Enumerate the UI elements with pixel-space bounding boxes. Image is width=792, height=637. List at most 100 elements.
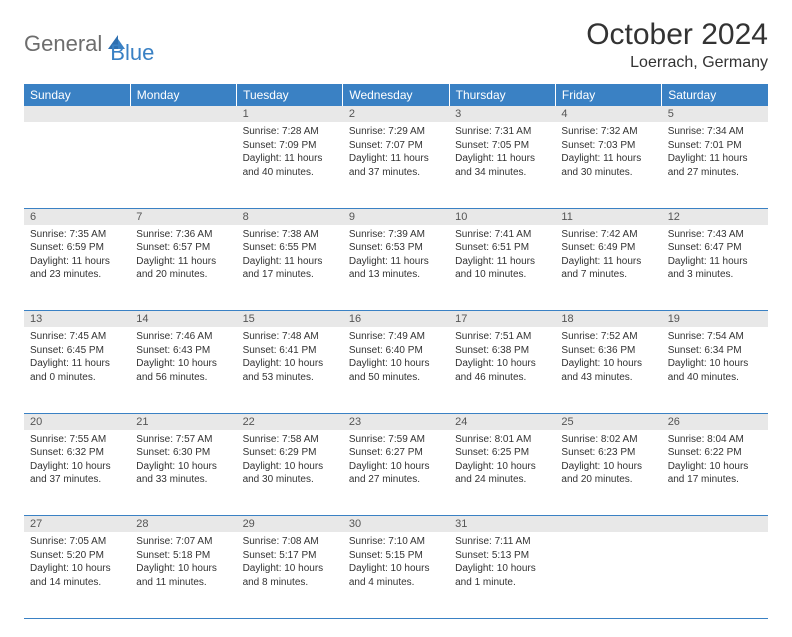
day-cell-content: Sunrise: 8:02 AMSunset: 6:23 PMDaylight:… — [555, 430, 661, 491]
daylight-text: Daylight: 10 hours and 8 minutes. — [243, 562, 337, 589]
day-cell-content: Sunrise: 7:39 AMSunset: 6:53 PMDaylight:… — [343, 225, 449, 286]
daylight-text: Daylight: 11 hours and 3 minutes. — [668, 255, 762, 282]
day-number: 22 — [237, 413, 343, 430]
day-cell — [130, 122, 236, 208]
day-cell — [662, 532, 768, 618]
sunrise-text: Sunrise: 7:31 AM — [455, 125, 549, 139]
day-cell: Sunrise: 7:31 AMSunset: 7:05 PMDaylight:… — [449, 122, 555, 208]
day-cell-content: Sunrise: 7:52 AMSunset: 6:36 PMDaylight:… — [555, 327, 661, 388]
day-cell-content: Sunrise: 7:29 AMSunset: 7:07 PMDaylight:… — [343, 122, 449, 183]
weekday-header: Sunday — [24, 84, 130, 106]
sunset-text: Sunset: 6:49 PM — [561, 241, 655, 255]
day-cell-content: Sunrise: 7:55 AMSunset: 6:32 PMDaylight:… — [24, 430, 130, 491]
sunrise-text: Sunrise: 8:01 AM — [455, 433, 549, 447]
page: General Blue October 2024 Loerrach, Germ… — [0, 0, 792, 637]
sunrise-text: Sunrise: 7:05 AM — [30, 535, 124, 549]
title-block: October 2024 Loerrach, Germany — [586, 18, 768, 72]
day-number: 10 — [449, 208, 555, 225]
weekday-header-row: Sunday Monday Tuesday Wednesday Thursday… — [24, 84, 768, 106]
sunrise-text: Sunrise: 7:54 AM — [668, 330, 762, 344]
day-cell: Sunrise: 7:10 AMSunset: 5:15 PMDaylight:… — [343, 532, 449, 618]
day-number: 18 — [555, 311, 661, 328]
daylight-text: Daylight: 10 hours and 1 minute. — [455, 562, 549, 589]
day-cell: Sunrise: 7:54 AMSunset: 6:34 PMDaylight:… — [662, 327, 768, 413]
day-number: 15 — [237, 311, 343, 328]
day-cell-content: Sunrise: 7:43 AMSunset: 6:47 PMDaylight:… — [662, 225, 768, 286]
daynum-row: 12345 — [24, 106, 768, 122]
sunrise-text: Sunrise: 7:55 AM — [30, 433, 124, 447]
sunset-text: Sunset: 6:23 PM — [561, 446, 655, 460]
daylight-text: Daylight: 10 hours and 24 minutes. — [455, 460, 549, 487]
day-number: 4 — [555, 106, 661, 122]
day-cell-content: Sunrise: 7:32 AMSunset: 7:03 PMDaylight:… — [555, 122, 661, 183]
day-number: 26 — [662, 413, 768, 430]
sunrise-text: Sunrise: 7:41 AM — [455, 228, 549, 242]
weekday-header: Monday — [130, 84, 236, 106]
sunrise-text: Sunrise: 7:51 AM — [455, 330, 549, 344]
day-cell-content: Sunrise: 7:59 AMSunset: 6:27 PMDaylight:… — [343, 430, 449, 491]
day-cell: Sunrise: 7:08 AMSunset: 5:17 PMDaylight:… — [237, 532, 343, 618]
day-cell: Sunrise: 7:46 AMSunset: 6:43 PMDaylight:… — [130, 327, 236, 413]
weekday-header: Tuesday — [237, 84, 343, 106]
weekday-header: Friday — [555, 84, 661, 106]
day-cell-content: Sunrise: 7:28 AMSunset: 7:09 PMDaylight:… — [237, 122, 343, 183]
daylight-text: Daylight: 10 hours and 33 minutes. — [136, 460, 230, 487]
day-cell: Sunrise: 8:02 AMSunset: 6:23 PMDaylight:… — [555, 430, 661, 516]
daylight-text: Daylight: 10 hours and 30 minutes. — [243, 460, 337, 487]
day-number: 3 — [449, 106, 555, 122]
day-number: 29 — [237, 516, 343, 533]
week-row: Sunrise: 7:45 AMSunset: 6:45 PMDaylight:… — [24, 327, 768, 413]
daylight-text: Daylight: 10 hours and 53 minutes. — [243, 357, 337, 384]
day-cell: Sunrise: 7:49 AMSunset: 6:40 PMDaylight:… — [343, 327, 449, 413]
weekday-header: Saturday — [662, 84, 768, 106]
day-number: 2 — [343, 106, 449, 122]
daylight-text: Daylight: 10 hours and 20 minutes. — [561, 460, 655, 487]
sunset-text: Sunset: 5:13 PM — [455, 549, 549, 563]
day-cell-content: Sunrise: 7:11 AMSunset: 5:13 PMDaylight:… — [449, 532, 555, 593]
day-cell: Sunrise: 7:41 AMSunset: 6:51 PMDaylight:… — [449, 225, 555, 311]
day-cell: Sunrise: 7:05 AMSunset: 5:20 PMDaylight:… — [24, 532, 130, 618]
day-number: 9 — [343, 208, 449, 225]
day-cell: Sunrise: 7:48 AMSunset: 6:41 PMDaylight:… — [237, 327, 343, 413]
sunrise-text: Sunrise: 8:04 AM — [668, 433, 762, 447]
day-cell: Sunrise: 7:39 AMSunset: 6:53 PMDaylight:… — [343, 225, 449, 311]
sunset-text: Sunset: 6:38 PM — [455, 344, 549, 358]
sunrise-text: Sunrise: 8:02 AM — [561, 433, 655, 447]
day-cell: Sunrise: 7:36 AMSunset: 6:57 PMDaylight:… — [130, 225, 236, 311]
daylight-text: Daylight: 11 hours and 20 minutes. — [136, 255, 230, 282]
day-cell: Sunrise: 7:57 AMSunset: 6:30 PMDaylight:… — [130, 430, 236, 516]
day-cell: Sunrise: 7:43 AMSunset: 6:47 PMDaylight:… — [662, 225, 768, 311]
day-cell-content: Sunrise: 8:04 AMSunset: 6:22 PMDaylight:… — [662, 430, 768, 491]
sunrise-text: Sunrise: 7:29 AM — [349, 125, 443, 139]
daylight-text: Daylight: 10 hours and 50 minutes. — [349, 357, 443, 384]
daylight-text: Daylight: 11 hours and 30 minutes. — [561, 152, 655, 179]
sunset-text: Sunset: 6:55 PM — [243, 241, 337, 255]
daynum-row: 2728293031 — [24, 516, 768, 533]
day-cell-content: Sunrise: 7:07 AMSunset: 5:18 PMDaylight:… — [130, 532, 236, 593]
daylight-text: Daylight: 11 hours and 37 minutes. — [349, 152, 443, 179]
daylight-text: Daylight: 10 hours and 46 minutes. — [455, 357, 549, 384]
sunset-text: Sunset: 6:57 PM — [136, 241, 230, 255]
location-label: Loerrach, Germany — [586, 54, 768, 72]
day-number: 31 — [449, 516, 555, 533]
sunrise-text: Sunrise: 7:48 AM — [243, 330, 337, 344]
day-cell-content: Sunrise: 7:36 AMSunset: 6:57 PMDaylight:… — [130, 225, 236, 286]
day-cell: Sunrise: 7:35 AMSunset: 6:59 PMDaylight:… — [24, 225, 130, 311]
sunset-text: Sunset: 5:20 PM — [30, 549, 124, 563]
sunset-text: Sunset: 6:25 PM — [455, 446, 549, 460]
day-cell: Sunrise: 7:32 AMSunset: 7:03 PMDaylight:… — [555, 122, 661, 208]
day-cell: Sunrise: 7:29 AMSunset: 7:07 PMDaylight:… — [343, 122, 449, 208]
day-cell: Sunrise: 7:58 AMSunset: 6:29 PMDaylight:… — [237, 430, 343, 516]
week-row: Sunrise: 7:35 AMSunset: 6:59 PMDaylight:… — [24, 225, 768, 311]
day-cell: Sunrise: 7:28 AMSunset: 7:09 PMDaylight:… — [237, 122, 343, 208]
sunset-text: Sunset: 5:18 PM — [136, 549, 230, 563]
daylight-text: Daylight: 11 hours and 17 minutes. — [243, 255, 337, 282]
day-cell: Sunrise: 8:04 AMSunset: 6:22 PMDaylight:… — [662, 430, 768, 516]
day-cell-content: Sunrise: 7:38 AMSunset: 6:55 PMDaylight:… — [237, 225, 343, 286]
week-row: Sunrise: 7:55 AMSunset: 6:32 PMDaylight:… — [24, 430, 768, 516]
sunset-text: Sunset: 7:05 PM — [455, 139, 549, 153]
day-cell-content: Sunrise: 7:48 AMSunset: 6:41 PMDaylight:… — [237, 327, 343, 388]
logo: General Blue — [24, 18, 154, 66]
sunset-text: Sunset: 6:40 PM — [349, 344, 443, 358]
day-cell: Sunrise: 7:52 AMSunset: 6:36 PMDaylight:… — [555, 327, 661, 413]
